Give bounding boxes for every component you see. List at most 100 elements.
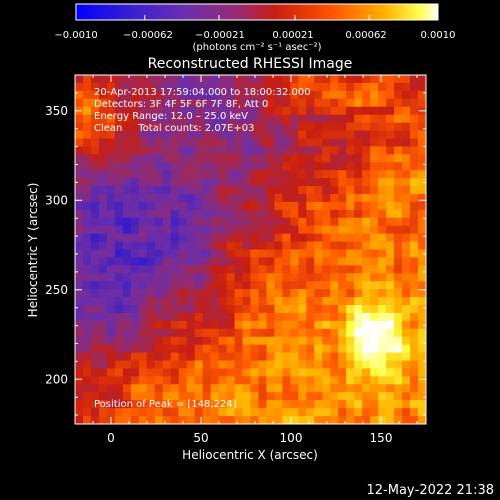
heatmap-cell (75, 281, 84, 290)
heatmap-cell (114, 146, 124, 155)
heatmap-cell (402, 408, 411, 417)
heatmap-cell (386, 249, 395, 259)
heatmap-cell (290, 241, 299, 251)
heatmap-cell (242, 281, 252, 290)
heatmap-cell (362, 154, 371, 163)
heatmap-cell (306, 75, 315, 84)
footer-timestamp: 12‑May‑2022 21:38 (367, 483, 494, 498)
heatmap-cell (202, 114, 212, 124)
heatmap-cell (330, 328, 339, 338)
heatmap-cell (354, 98, 363, 108)
heatmap-cell (298, 408, 307, 417)
heatmap-cell (75, 344, 84, 354)
heatmap-cell (298, 384, 307, 393)
heatmap-cell (362, 241, 371, 251)
heatmap-cell (306, 289, 315, 298)
heatmap-cell (162, 281, 172, 290)
heatmap-cell (394, 178, 403, 187)
heatmap-cell (290, 273, 299, 282)
heatmap-cell (202, 75, 212, 84)
heatmap-cell (418, 312, 426, 322)
heatmap-cell (250, 416, 260, 424)
heatmap-cell (314, 305, 323, 314)
heatmap-cell (106, 297, 116, 306)
heatmap-cell (75, 162, 84, 171)
heatmap-cell (354, 146, 363, 155)
heatmap-cell (338, 273, 347, 282)
heatmap-cell (354, 249, 363, 259)
heatmap-cell (386, 320, 395, 330)
heatmap-cell (226, 352, 236, 362)
heatmap-cell (202, 106, 212, 116)
heatmap-cell (410, 312, 419, 322)
heatmap-cell (314, 138, 323, 147)
heatmap-cell (394, 265, 403, 274)
heatmap-cell (306, 400, 315, 409)
heatmap-cell (258, 400, 268, 409)
heatmap-cell (218, 90, 228, 100)
heatmap-cell (410, 178, 419, 187)
heatmap-cell (378, 209, 387, 219)
heatmap-cell (90, 193, 100, 203)
heatmap-cell (75, 376, 84, 385)
heatmap-cell (354, 138, 363, 147)
heatmap-cell (194, 281, 204, 290)
heatmap-cell (194, 312, 204, 322)
heatmap-cell (266, 305, 276, 314)
heatmap-cell (234, 138, 244, 147)
heatmap-cell (402, 336, 411, 346)
heatmap-cell (306, 146, 315, 155)
heatmap-cell (106, 312, 116, 322)
heatmap-cell (226, 138, 236, 147)
heatmap-cell (386, 281, 395, 290)
heatmap-cell (274, 281, 284, 290)
heatmap-cell (402, 289, 411, 298)
heatmap-cell (218, 241, 228, 251)
heatmap-cell (162, 186, 172, 195)
heatmap-cell (170, 336, 180, 346)
heatmap-cell (114, 170, 124, 179)
heatmap-cell (186, 225, 196, 235)
heatmap-cell (402, 233, 411, 243)
heatmap-cell (298, 368, 307, 378)
heatmap-cell (266, 241, 276, 251)
heatmap-cell (266, 90, 276, 100)
heatmap-cell (218, 273, 228, 282)
heatmap-cell (186, 376, 196, 385)
heatmap-cell (226, 162, 236, 171)
heatmap-cell (242, 344, 252, 354)
heatmap-cell (298, 289, 307, 298)
heatmap-cell (402, 344, 411, 354)
heatmap-cell (282, 225, 291, 235)
heatmap-cell (202, 352, 212, 362)
heatmap-cell (250, 265, 260, 274)
heatmap-cell (122, 170, 132, 179)
heatmap-cell (226, 305, 236, 314)
heatmap-cell (114, 360, 124, 370)
heatmap-cell (394, 392, 403, 401)
heatmap-cell (122, 162, 132, 171)
heatmap-cell (194, 352, 204, 362)
heatmap-cell (226, 360, 236, 370)
heatmap-cell (226, 320, 236, 330)
heatmap-cell (138, 233, 148, 243)
heatmap-cell (290, 170, 299, 179)
heatmap-cell (378, 265, 387, 274)
heatmap-cell (154, 376, 164, 385)
heatmap-cell (378, 217, 387, 227)
heatmap-cell (106, 392, 116, 401)
heatmap-cell (402, 90, 411, 100)
heatmap-cell (250, 368, 260, 378)
heatmap-cell (154, 273, 164, 282)
heatmap-cell (346, 408, 355, 417)
heatmap-cell (122, 98, 132, 108)
heatmap-cell (90, 305, 100, 314)
heatmap-cell (194, 233, 204, 243)
heatmap-cell (386, 193, 395, 203)
heatmap-cell (202, 170, 212, 179)
heatmap-cell (370, 328, 379, 338)
heatmap-cell (114, 241, 124, 251)
heatmap-cell (226, 241, 236, 251)
heatmap-cell (226, 297, 236, 306)
heatmap-cell (290, 82, 299, 92)
